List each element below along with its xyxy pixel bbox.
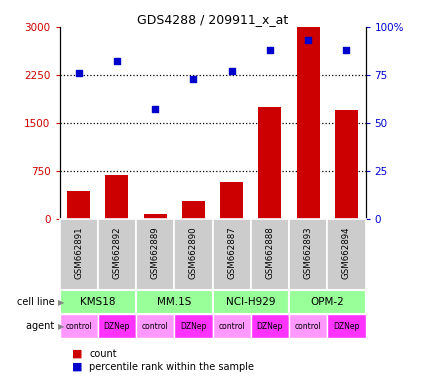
Text: control: control [65, 322, 92, 331]
Text: DZNep: DZNep [257, 322, 283, 331]
Bar [335, 110, 358, 219]
Point [266, 47, 273, 53]
Text: OPM-2: OPM-2 [310, 297, 344, 307]
Point [305, 37, 312, 43]
Bar [251, 314, 289, 338]
Bar [144, 214, 167, 219]
Bar [105, 175, 128, 219]
Text: GSM662887: GSM662887 [227, 227, 236, 279]
Text: GSM662891: GSM662891 [74, 227, 83, 279]
Point [113, 58, 120, 65]
Bar [212, 290, 289, 314]
Point [152, 106, 159, 113]
Bar [212, 314, 251, 338]
Bar [60, 219, 98, 290]
Text: control: control [295, 322, 321, 331]
Bar [136, 314, 174, 338]
Bar [98, 314, 136, 338]
Text: KMS18: KMS18 [80, 297, 116, 307]
Text: GSM662889: GSM662889 [150, 227, 160, 279]
Text: ■: ■ [72, 349, 83, 359]
Bar [297, 27, 320, 219]
Bar [174, 219, 212, 290]
Text: GSM662893: GSM662893 [303, 227, 313, 279]
Text: ▶: ▶ [58, 298, 65, 306]
Bar [60, 314, 98, 338]
Point [343, 47, 350, 53]
Bar [98, 219, 136, 290]
Bar [289, 219, 327, 290]
Text: percentile rank within the sample: percentile rank within the sample [89, 362, 254, 372]
Text: DZNep: DZNep [180, 322, 207, 331]
Bar [220, 182, 243, 219]
Text: DZNep: DZNep [104, 322, 130, 331]
Bar [60, 290, 136, 314]
Text: ▶: ▶ [58, 322, 65, 331]
Bar [136, 290, 212, 314]
Title: GDS4288 / 209911_x_at: GDS4288 / 209911_x_at [137, 13, 288, 26]
Bar [327, 314, 366, 338]
Bar [174, 314, 212, 338]
Point [190, 76, 197, 82]
Text: NCI-H929: NCI-H929 [226, 297, 275, 307]
Bar [67, 191, 90, 219]
Text: MM.1S: MM.1S [157, 297, 191, 307]
Text: DZNep: DZNep [333, 322, 360, 331]
Text: cell line: cell line [17, 297, 57, 307]
Text: control: control [142, 322, 168, 331]
Text: GSM662892: GSM662892 [112, 227, 122, 279]
Bar [289, 290, 366, 314]
Bar [136, 219, 174, 290]
Text: ■: ■ [72, 362, 83, 372]
Text: control: control [218, 322, 245, 331]
Bar [327, 219, 366, 290]
Bar [289, 314, 327, 338]
Point [75, 70, 82, 76]
Bar [182, 201, 205, 219]
Bar [212, 219, 251, 290]
Bar [258, 107, 281, 219]
Point [228, 68, 235, 74]
Text: agent: agent [26, 321, 57, 331]
Text: GSM662890: GSM662890 [189, 227, 198, 279]
Bar [251, 219, 289, 290]
Text: count: count [89, 349, 117, 359]
Text: GSM662894: GSM662894 [342, 227, 351, 279]
Text: GSM662888: GSM662888 [265, 227, 275, 279]
